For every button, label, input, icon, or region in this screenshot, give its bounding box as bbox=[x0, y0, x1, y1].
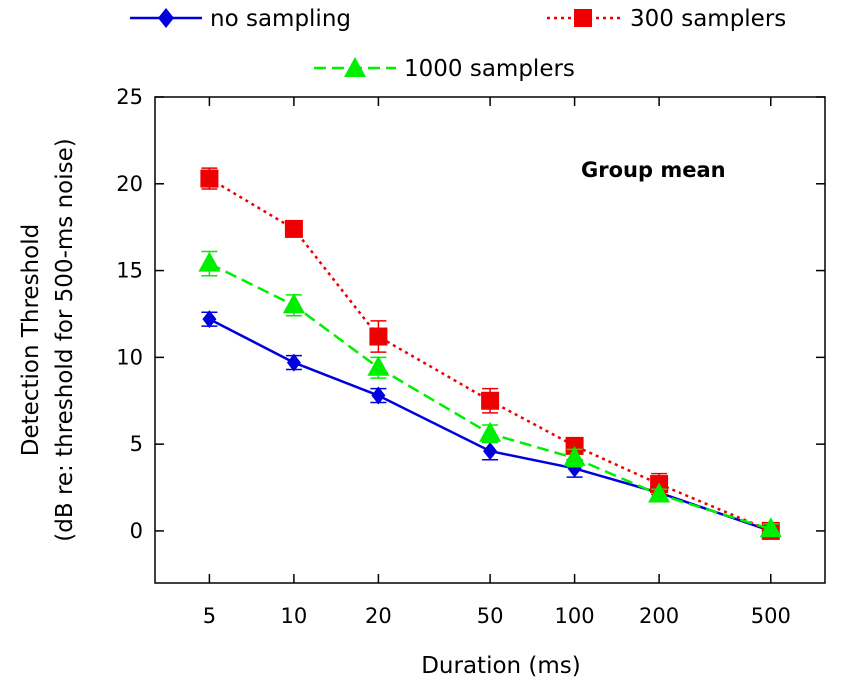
group-mean-annotation: Group mean bbox=[581, 158, 726, 182]
point-1000-samplers-5 bbox=[198, 251, 221, 272]
legend-marker-no-sampling bbox=[158, 8, 174, 28]
point-1000-samplers-200 bbox=[648, 482, 671, 503]
x-tick-label-200: 200 bbox=[639, 604, 679, 628]
point-no-sampling-20 bbox=[371, 386, 386, 405]
series-1000-samplers bbox=[198, 250, 782, 538]
x-tick-label-10: 10 bbox=[281, 604, 308, 628]
y-axis-title-line1: Detection Threshold bbox=[18, 224, 44, 456]
legend-label-no-sampling: no sampling bbox=[210, 6, 351, 32]
point-300-samplers-10 bbox=[284, 219, 303, 238]
y-tick-label-20: 20 bbox=[116, 172, 143, 196]
series-layer bbox=[198, 167, 782, 540]
y-axis: 0 5 10 15 20 25 bbox=[116, 85, 825, 543]
point-no-sampling-10 bbox=[286, 353, 301, 372]
point-no-sampling-5 bbox=[202, 310, 217, 329]
legend-label-1000-samplers: 1000 samplers bbox=[404, 56, 575, 82]
point-1000-samplers-500 bbox=[759, 517, 782, 538]
x-tick-label-500: 500 bbox=[751, 604, 791, 628]
y-axis-title-line2: (dB re: threshold for 500-ms noise) bbox=[52, 138, 78, 541]
y-tick-label-10: 10 bbox=[116, 345, 143, 369]
point-1000-samplers-50 bbox=[479, 421, 502, 442]
legend-item-1000-samplers: 1000 samplers bbox=[314, 56, 575, 82]
point-1000-samplers-20 bbox=[367, 355, 390, 376]
point-1000-samplers-100 bbox=[563, 446, 586, 467]
point-300-samplers-50 bbox=[481, 391, 500, 410]
legend-marker-300-samplers bbox=[574, 9, 592, 27]
y-tick-label-15: 15 bbox=[116, 259, 143, 283]
point-1000-samplers-10 bbox=[282, 293, 305, 314]
x-tick-label-5: 5 bbox=[203, 604, 216, 628]
legend-marker-1000-samplers bbox=[344, 57, 366, 77]
legend-item-no-sampling: no sampling bbox=[130, 6, 351, 32]
legend-item-300-samplers: 300 samplers bbox=[547, 6, 786, 32]
point-300-samplers-100 bbox=[565, 436, 584, 455]
x-axis: 5 10 20 50 100 200 500 bbox=[203, 97, 791, 628]
x-tick-label-50: 50 bbox=[477, 604, 504, 628]
x-tick-label-20: 20 bbox=[365, 604, 392, 628]
x-axis-title: Duration (ms) bbox=[421, 653, 581, 679]
point-300-samplers-5 bbox=[200, 169, 219, 188]
legend: no sampling 300 samplers 1000 samplers bbox=[130, 6, 786, 82]
x-tick-label-100: 100 bbox=[555, 604, 595, 628]
y-tick-label-25: 25 bbox=[116, 85, 143, 109]
point-300-samplers-20 bbox=[369, 327, 388, 346]
series-300-samplers bbox=[200, 167, 780, 540]
y-tick-label-0: 0 bbox=[130, 519, 143, 543]
y-tick-label-5: 5 bbox=[130, 432, 143, 456]
legend-label-300-samplers: 300 samplers bbox=[630, 6, 786, 32]
point-no-sampling-50 bbox=[483, 442, 498, 461]
